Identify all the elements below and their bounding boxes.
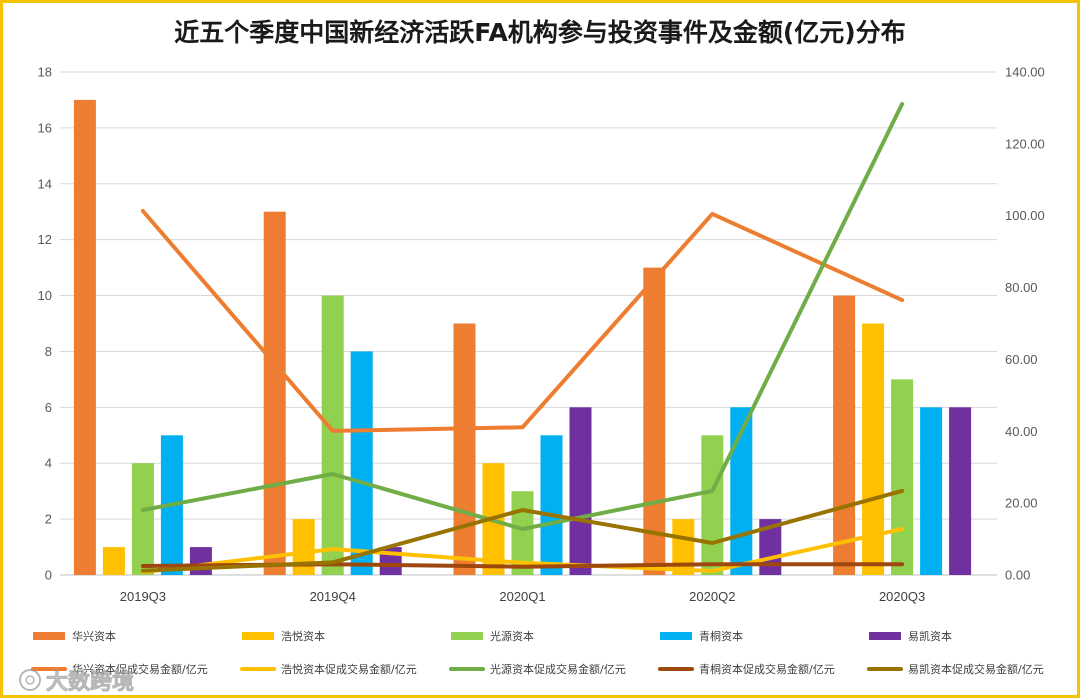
bar-s1-2020q3: [833, 295, 856, 575]
legend-swatch: [451, 632, 483, 640]
y-left-tick-label: 16: [38, 120, 52, 135]
legend-label: 易凯资本: [908, 629, 952, 643]
y-right-tick-label: 100.00: [1005, 208, 1045, 223]
watermark-text: 大数跨境: [46, 669, 134, 695]
bar-s3-2019q4: [321, 295, 344, 575]
bar-s2-2020q2: [672, 519, 695, 575]
x-axis: 2019Q3 2019Q4 2020Q1 2020Q2 2020Q3: [120, 589, 925, 604]
line-marks: [140, 102, 905, 575]
y-right-tick-label: 0.00: [1005, 568, 1030, 583]
x-tick-label: 2020Q1: [499, 589, 545, 604]
chart-title: 近五个季度中国新经济活跃FA机构参与投资事件及金额(亿元)分布: [174, 18, 905, 47]
legend-item: 易凯资本: [869, 629, 952, 643]
y-axis-left: 0 2 4 6 8 10 12 14 16 18: [38, 65, 52, 583]
y-left-tick-label: 0: [45, 568, 52, 583]
y-left-tick-label: 12: [38, 232, 52, 247]
x-tick-label: 2019Q4: [310, 589, 356, 604]
bar-s4-2020q3: [920, 407, 943, 575]
y-left-tick-label: 18: [38, 65, 52, 80]
bar-s3-2019q3: [131, 463, 154, 575]
x-tick-label: 2019Q3: [120, 589, 166, 604]
bar-s2-2019q4: [292, 519, 315, 575]
y-left-tick-label: 2: [45, 512, 52, 527]
y-left-tick-label: 6: [45, 400, 52, 415]
y-right-tick-label: 20.00: [1005, 496, 1038, 511]
bar-s5-2020q3: [949, 407, 972, 575]
y-right-tick-label: 140.00: [1005, 65, 1045, 80]
bar-s4-2020q1: [540, 435, 563, 575]
bar-s2-2020q3: [862, 323, 885, 575]
legend-label: 青桐资本促成交易金额/亿元: [699, 662, 835, 676]
legend-item: 光源资本: [451, 629, 534, 643]
y-right-tick-label: 120.00: [1005, 136, 1045, 151]
legend-item: 浩悦资本促成交易金额/亿元: [240, 662, 417, 676]
y-right-tick-label: 60.00: [1005, 352, 1038, 367]
y-axis-right: 0.00 20.00 40.00 60.00 80.00 100.00 120.00 140.…: [1005, 65, 1045, 583]
legend-label: 青桐资本: [699, 629, 743, 643]
legend-item: 青桐资本: [660, 629, 743, 643]
y-left-tick-label: 4: [45, 456, 52, 471]
bar-s3-2020q3: [891, 379, 914, 575]
line-s6: [140, 209, 905, 433]
bar-s1-2020q1: [453, 323, 476, 575]
legend-label: 易凯资本促成交易金额/亿元: [908, 662, 1044, 676]
legend-label: 光源资本: [490, 629, 534, 643]
bar-s1-2019q3: [73, 99, 96, 576]
bar-s1-2019q4: [263, 211, 286, 575]
line-s7: [140, 527, 905, 575]
y-right-tick-label: 40.00: [1005, 424, 1038, 439]
legend-swatch: [33, 632, 65, 640]
legend-label: 浩悦资本: [281, 629, 325, 643]
legend-swatch: [869, 632, 901, 640]
legend-item: 华兴资本: [33, 629, 116, 643]
line-s8: [140, 102, 905, 531]
watermark-logo-icon: [19, 669, 41, 691]
bar-s5-2019q3: [189, 547, 212, 575]
watermark-logo-dot-icon: [25, 675, 35, 685]
x-tick-label: 2020Q3: [879, 589, 925, 604]
line-s10: [140, 488, 905, 573]
y-left-tick-label: 14: [38, 176, 52, 191]
legend-label: 浩悦资本促成交易金额/亿元: [281, 662, 417, 676]
legend-item: 青桐资本促成交易金额/亿元: [658, 662, 835, 676]
legend-swatch: [660, 632, 692, 640]
legend-item: 易凯资本促成交易金额/亿元: [867, 662, 1044, 676]
x-tick-label: 2020Q2: [689, 589, 735, 604]
legend-item: 光源资本促成交易金额/亿元: [449, 662, 626, 676]
legend-label: 华兴资本促成交易金额/亿元: [72, 662, 208, 676]
legend-swatch: [242, 632, 274, 640]
y-left-tick-label: 8: [45, 344, 52, 359]
watermark: 大数跨境: [19, 669, 134, 695]
legend-label: 华兴资本: [72, 629, 116, 643]
legend-item: 浩悦资本: [242, 629, 325, 643]
y-left-tick-label: 10: [38, 288, 52, 303]
bar-s1-2020q2: [643, 267, 666, 575]
bar-s5-2020q1: [569, 407, 592, 575]
bar-s2-2019q3: [102, 547, 125, 575]
bar-s4-2019q4: [350, 351, 373, 575]
legend-label: 光源资本促成交易金额/亿元: [490, 662, 626, 676]
bar-s3-2020q2: [701, 435, 724, 575]
legend-item: 华兴资本促成交易金额/亿元: [31, 662, 208, 676]
y-right-tick-label: 80.00: [1005, 280, 1038, 295]
